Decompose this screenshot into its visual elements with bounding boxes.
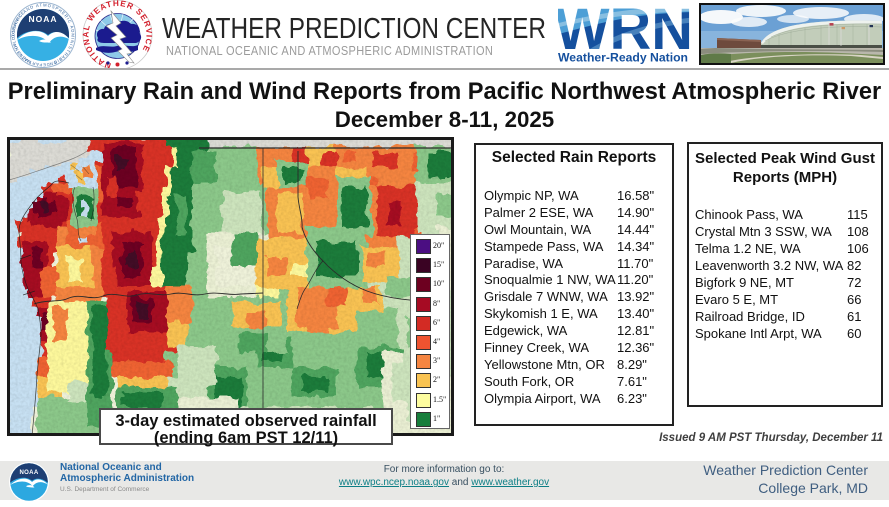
svg-text:Weather-Ready Nation: Weather-Ready Nation — [558, 53, 688, 65]
svg-text:NOAA: NOAA — [19, 470, 38, 476]
svg-text:NOAA: NOAA — [28, 14, 57, 24]
